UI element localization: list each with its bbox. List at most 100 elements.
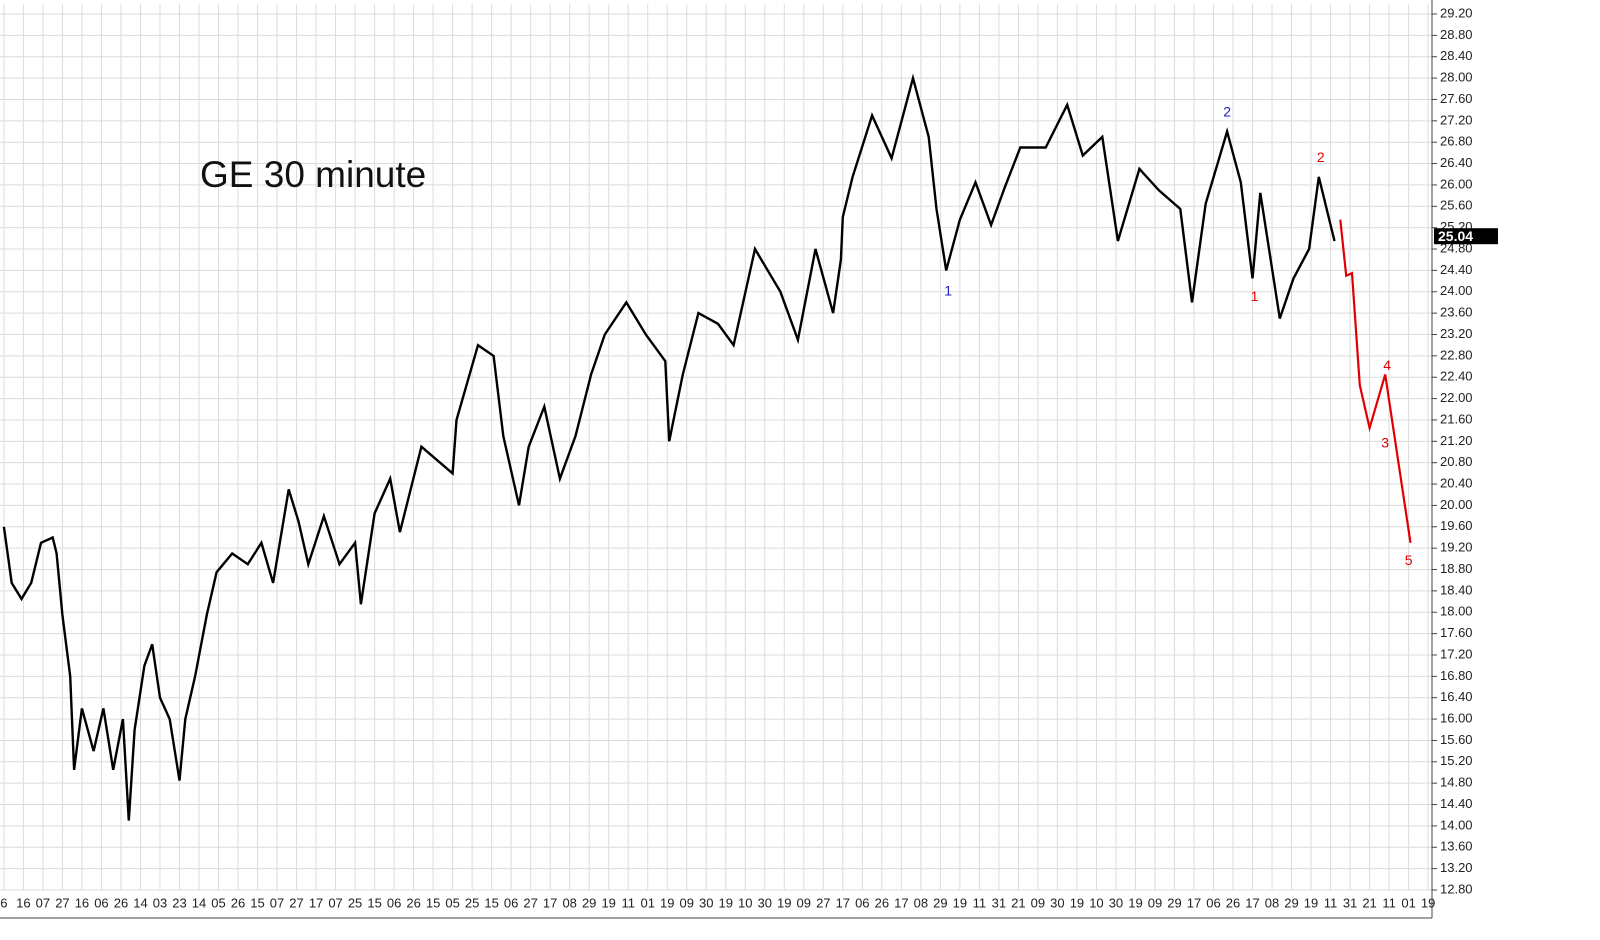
wave-label: 2 [1223,104,1231,120]
x-tick-label: 14 [133,895,147,910]
x-tick-label: 26 [406,895,420,910]
x-tick-label: 25 [348,895,362,910]
x-tick-label: 30 [699,895,713,910]
x-tick-label: 31 [992,895,1006,910]
y-tick-label: 15.60 [1440,732,1473,747]
x-tick-label: 25 [465,895,479,910]
x-tick-label: 19 [1421,895,1435,910]
x-tick-label: 23 [172,895,186,910]
wave-label: 1 [1251,288,1259,304]
y-tick-label: 23.60 [1440,305,1473,320]
y-tick-label: 22.80 [1440,347,1473,362]
x-tick-label: 07 [36,895,50,910]
y-tick-label: 21.20 [1440,433,1473,448]
price-line [2,73,1336,821]
x-tick-label: 11 [621,895,635,910]
x-tick-label: 19 [601,895,615,910]
y-tick-label: 13.20 [1440,860,1473,875]
y-tick-label: 28.00 [1440,70,1473,85]
x-tick-label: 08 [1265,895,1279,910]
y-tick-label: 20.00 [1440,497,1473,512]
x-tick-label: 27 [289,895,303,910]
grid [0,0,1437,919]
x-tick-label: 15 [367,895,381,910]
wave-label: 3 [1381,435,1389,451]
x-tick-label: 09 [680,895,694,910]
y-tick-label: 27.20 [1440,112,1473,127]
y-tick-label: 19.20 [1440,540,1473,555]
x-tick-label: 17 [309,895,323,910]
x-tick-label: 29 [1167,895,1181,910]
y-tick-label: 17.20 [1440,646,1473,661]
y-tick-label: 14.40 [1440,796,1473,811]
x-tick-label: 30 [1050,895,1064,910]
x-tick-label: 19 [1304,895,1318,910]
x-tick-label: 19 [719,895,733,910]
wave-label: 4 [1383,357,1391,373]
y-tick-label: 12.80 [1440,881,1473,896]
y-tick-label: 23.20 [1440,326,1473,341]
x-tick-label: 26 [875,895,889,910]
x-tick-label: 30 [1109,895,1123,910]
y-tick-label: 24.00 [1440,283,1473,298]
y-tick-label: 17.60 [1440,625,1473,640]
x-tick-label: 09 [1148,895,1162,910]
x-tick-label: 17 [836,895,850,910]
y-tick-label: 14.00 [1440,817,1473,832]
wave-label: 2 [1317,149,1325,165]
y-tick-label: 28.40 [1440,48,1473,63]
x-tick-label: 15 [426,895,440,910]
y-tick-label: 18.80 [1440,561,1473,576]
x-tick-label: 08 [914,895,928,910]
x-tick-label: 21 [1011,895,1025,910]
y-tick-label: 26.40 [1440,155,1473,170]
y-tick-label: 15.20 [1440,753,1473,768]
last-price-label: 25.04 [1438,228,1473,244]
y-tick-label: 20.40 [1440,475,1473,490]
x-tick-label: 26 [231,895,245,910]
x-tick-label: 06 [504,895,518,910]
y-tick-label: 25.60 [1440,198,1473,213]
x-tick-label: 26 [114,895,128,910]
x-tick-label: 01 [1401,895,1415,910]
x-tick-label: 19 [953,895,967,910]
last-price-box [1434,228,1498,245]
y-tick-label: 24.40 [1440,262,1473,277]
x-tick-label: 27 [523,895,537,910]
x-tick-label: 07 [328,895,342,910]
x-tick-label: 15 [484,895,498,910]
x-tick-label: 17 [543,895,557,910]
x-tick-label: 16 [75,895,89,910]
x-tick-label: 11 [1324,895,1338,910]
x-tick-label: 15 [250,895,264,910]
x-tick-label: 17 [1245,895,1259,910]
wave-label: 5 [1405,552,1413,568]
y-tick-label: 19.60 [1440,518,1473,533]
x-tick-label: 10 [1089,895,1103,910]
x-tick-label: 21 [1362,895,1376,910]
x-tick-label: 11 [1382,895,1396,910]
y-tick-label: 16.80 [1440,668,1473,683]
y-tick-label: 13.60 [1440,839,1473,854]
y-tick-label: 22.40 [1440,369,1473,384]
x-tick-label: 29 [582,895,596,910]
x-tick-label: 06 [1206,895,1220,910]
y-tick-label: 20.80 [1440,454,1473,469]
y-tick-label: 16.00 [1440,711,1473,726]
y-tick-label: 16.40 [1440,689,1473,704]
x-tick-label: 09 [797,895,811,910]
x-tick-label: 06 [94,895,108,910]
x-tick-label: 10 [738,895,752,910]
x-tick-label: 17 [894,895,908,910]
marks [2,73,1412,821]
x-tick-label: 26 [1226,895,1240,910]
y-tick-label: 29.20 [1440,5,1473,20]
x-tick-label: 31 [1343,895,1357,910]
x-tick-label: 08 [562,895,576,910]
y-tick-label: 22.00 [1440,390,1473,405]
y-tick-label: 14.80 [1440,775,1473,790]
chart-title: GE 30 minute [200,154,426,195]
x-tick-label: 29 [1284,895,1298,910]
y-tick-label: 26.00 [1440,176,1473,191]
